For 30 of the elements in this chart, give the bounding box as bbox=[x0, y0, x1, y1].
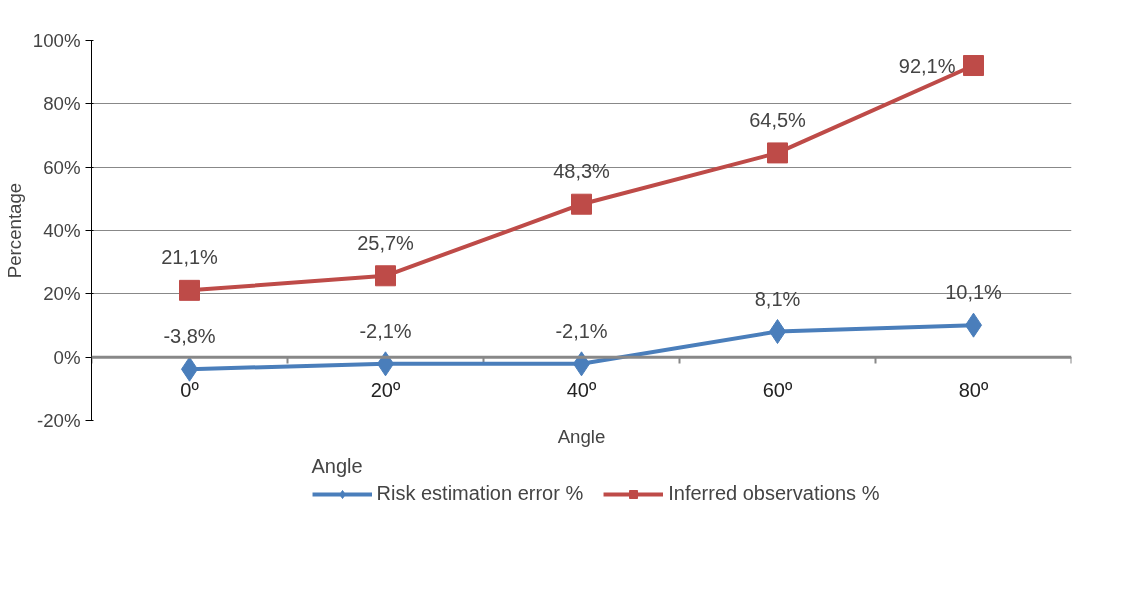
y-tick-label: 100% bbox=[32, 30, 81, 51]
point bbox=[571, 193, 592, 215]
data-label: 8,1% bbox=[754, 287, 801, 310]
data-label: -2,1% bbox=[359, 319, 412, 342]
y-tick-label: 80% bbox=[43, 93, 81, 115]
x-tick-label: 60º bbox=[762, 379, 793, 402]
point bbox=[963, 55, 984, 77]
data-label: -3,8% bbox=[163, 325, 216, 348]
x-tick-label: 80º bbox=[958, 379, 989, 402]
legend-label: Risk estimation error % bbox=[376, 482, 584, 505]
legend-label: Inferred observations % bbox=[668, 482, 880, 505]
x-tick-label: 40º bbox=[566, 379, 597, 402]
y-tick-label: 20% bbox=[43, 283, 81, 305]
point bbox=[375, 265, 396, 287]
y-tick-label: 40% bbox=[43, 220, 81, 241]
x-tick-label: 0º bbox=[180, 379, 200, 402]
y-tick-label: 0% bbox=[53, 346, 81, 368]
y-axis-title: Percentage bbox=[3, 182, 25, 279]
data-label: 25,7% bbox=[357, 231, 415, 254]
point bbox=[767, 142, 788, 164]
y-tick-label: -20% bbox=[36, 410, 81, 431]
x-axis-title: Angle bbox=[557, 425, 606, 447]
data-label: 64,5% bbox=[749, 108, 807, 131]
x-tick-label: 20º bbox=[370, 379, 401, 402]
legend-title: Angle bbox=[311, 455, 364, 478]
data-label: 92,1% bbox=[898, 54, 956, 77]
data-label: -2,1% bbox=[555, 319, 608, 342]
data-label: 21,1% bbox=[161, 246, 219, 269]
point bbox=[179, 279, 200, 301]
y-tick-label: 60% bbox=[43, 156, 81, 178]
